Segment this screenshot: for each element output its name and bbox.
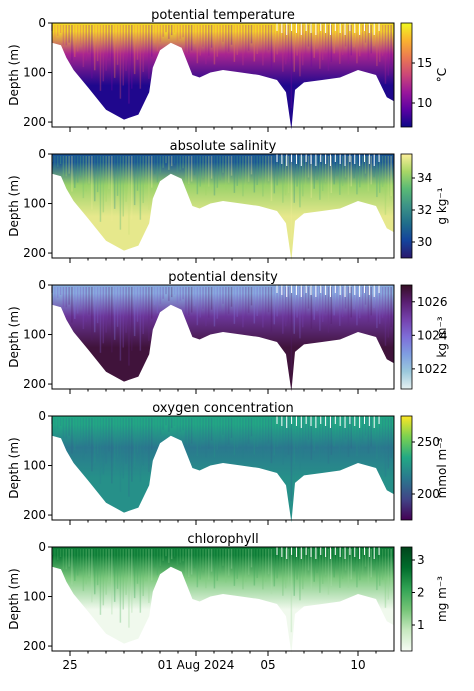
panel-title: potential density (168, 270, 278, 285)
heatmap-field (52, 23, 394, 130)
colorbar (400, 284, 413, 390)
x-tick-label: 25 (62, 658, 77, 672)
y-tick-label: 0 (38, 409, 46, 423)
panel-potential-temperature: potential temperature Depth (m) °C 0 100 2… (7, 8, 449, 132)
y-axis-label: Depth (m) (7, 44, 21, 105)
panel-title: potential temperature (151, 8, 295, 23)
panel-potential-density: potential density Depth (m) kg m⁻³ 0 100 2… (7, 270, 449, 394)
colorbar-tick-label: 3 (417, 553, 425, 567)
colorbar-tick-label: 250 (417, 435, 440, 449)
y-tick-label: 100 (23, 328, 46, 342)
panel-absolute-salinity: absolute salinity Depth (m) g kg⁻¹ 0 100 2… (7, 139, 449, 263)
colorbar (400, 22, 413, 128)
panel-title: absolute salinity (170, 139, 277, 154)
y-axis-label: Depth (m) (7, 568, 21, 629)
heatmap-field (52, 285, 394, 392)
colorbar-tick-label: 30 (417, 235, 432, 249)
y-tick-label: 0 (38, 278, 46, 292)
colorbar-label: kg m⁻³ (435, 316, 449, 357)
colorbar-tick-label: 2 (417, 586, 425, 600)
y-tick-label: 100 (23, 197, 46, 211)
axes-frame (51, 284, 395, 390)
colorbar-label: °C (435, 68, 449, 82)
y-tick-label: 200 (23, 115, 46, 129)
x-tick-label: 10 (350, 658, 365, 672)
y-tick-label: 200 (23, 377, 46, 391)
axes-frame (51, 546, 395, 652)
y-tick-label: 0 (38, 16, 46, 30)
y-tick-label: 0 (38, 540, 46, 554)
colorbar-tick-label: 34 (417, 171, 432, 185)
colorbar-tick-label: 1022 (417, 362, 448, 376)
y-tick-label: 0 (38, 147, 46, 161)
colorbar-label: g kg⁻¹ (435, 187, 449, 224)
panel-chlorophyll: chlorophyll Depth (m) mg m⁻³ 0 100 200 1 2 3 (7, 532, 449, 656)
y-tick-label: 100 (23, 590, 46, 604)
colorbar-tick-label: 1024 (417, 328, 448, 342)
panel-oxygen-concentration: oxygen concentration Depth (m) mmol m⁻³ … (7, 401, 449, 525)
x-tick-label: 01 Aug 2024 (158, 658, 235, 672)
y-tick-label: 100 (23, 459, 46, 473)
y-tick-label: 200 (23, 508, 46, 522)
colorbar-tick-label: 1026 (417, 295, 448, 309)
panel-title: oxygen concentration (152, 401, 294, 416)
colorbar-tick-label: 200 (417, 487, 440, 501)
colorbar-label: mmol m⁻³ (435, 437, 449, 498)
colorbar-tick-label: 1 (417, 618, 425, 632)
y-axis-label: Depth (m) (7, 306, 21, 367)
axes-frame (51, 22, 395, 128)
colorbar (400, 415, 413, 521)
colorbar (400, 153, 413, 259)
colorbar-tick-label: 10 (417, 96, 432, 110)
x-tick-label: 05 (260, 658, 275, 672)
y-tick-label: 100 (23, 66, 46, 80)
colorbar (400, 546, 413, 652)
y-axis-label: Depth (m) (7, 437, 21, 498)
heatmap-field (52, 154, 394, 261)
panel-title: chlorophyll (187, 532, 258, 547)
heatmap-field (52, 416, 394, 523)
x-axis-tick-labels: 25 01 Aug 2024 05 10 (62, 658, 365, 672)
colorbar-tick-label: 15 (417, 56, 432, 70)
colorbar-label: mg m⁻³ (435, 576, 449, 622)
y-tick-label: 200 (23, 639, 46, 653)
y-tick-label: 200 (23, 246, 46, 260)
colorbar-tick-label: 32 (417, 203, 432, 217)
heatmap-field (52, 547, 394, 654)
y-axis-label: Depth (m) (7, 175, 21, 236)
axes-frame (51, 153, 395, 259)
axes-frame (51, 415, 395, 521)
